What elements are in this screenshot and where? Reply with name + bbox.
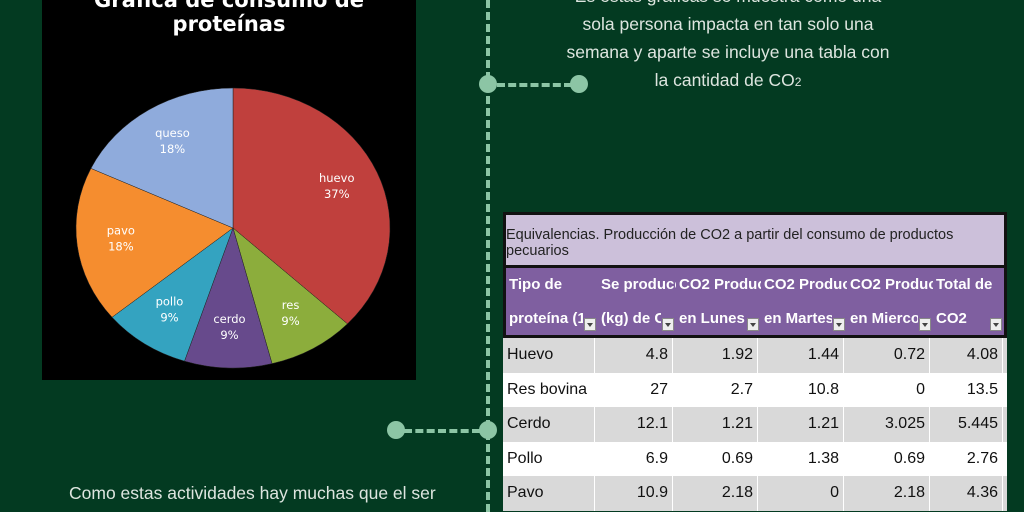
bottom-text: Como estas actividades hay muchas que el… (69, 483, 436, 503)
slice-label: cerdo (213, 312, 245, 326)
table-cell: 4.08 (930, 338, 1003, 373)
pie-svg: huevo 37% res 9% cerdo 9% pollo 9% pavo 18% queso 1… (75, 87, 391, 369)
text-line: Es estas gráficas se muestra como una (548, 0, 908, 10)
pie-slice-pollo (111, 227, 234, 362)
subscript: 2 (794, 75, 802, 89)
table-cell: 1.38 (758, 441, 844, 476)
table-cell: 13.5 (930, 372, 1003, 407)
co2-table: Equivalencias. Producción de CO2 a parti… (503, 212, 1007, 511)
table-cell: 1.44 (758, 338, 844, 373)
table-cell: 2.76 (930, 441, 1003, 476)
table-cell: 4.36 (930, 476, 1003, 511)
filter-dropdown-icon[interactable] (919, 318, 931, 331)
table-row: Cerdo 12.1 1.21 1.21 3.025 5.445 (503, 407, 1007, 442)
header-line: CO2 (936, 310, 967, 327)
connector-line (497, 83, 572, 87)
pie-slice-huevo (232, 87, 391, 325)
table-body: Huevo 4.8 1.92 1.44 0.72 4.08 Res bovina 27 2.7 1… (503, 338, 1007, 511)
filter-dropdown-icon[interactable] (990, 318, 1002, 331)
pie-slice-pavo (75, 168, 234, 318)
filter-dropdown-icon[interactable] (833, 318, 845, 331)
timeline-dot (479, 421, 497, 439)
header-line: CO2 Producido (679, 276, 761, 293)
slice-label: 18% (108, 240, 134, 254)
table-cell: 0.72 (844, 338, 930, 373)
column-header: CO2 Producido en Martes (761, 268, 847, 335)
column-header: CO2 Producido en Miercoles (847, 268, 933, 335)
header-line: Tipo de (509, 276, 563, 293)
table-cell: 10.9 (595, 476, 673, 511)
connector-dot (570, 75, 588, 93)
table-cell: 1.92 (673, 338, 758, 373)
table-row: Huevo 4.8 1.92 1.44 0.72 4.08 (503, 338, 1007, 373)
timeline-dot (479, 75, 497, 93)
chart-title: Gráfica de consumo de proteínas (93, 0, 365, 36)
table-cell: 3.025 (844, 407, 930, 442)
connector-dot (387, 421, 405, 439)
slice-label: pavo (107, 224, 135, 238)
header-line: Se producen (601, 276, 676, 293)
column-header: Tipo de proteína (1 kg) (506, 268, 598, 335)
header-line: en Martes (764, 310, 832, 327)
table-row: Res bovina 27 2.7 10.8 0 13.5 (503, 372, 1007, 407)
slice-label: 9% (160, 310, 178, 324)
filter-dropdown-icon[interactable] (662, 318, 674, 331)
slice-label: 9% (220, 328, 238, 342)
table-cell: Res bovina (503, 372, 595, 407)
pie-slice-res (232, 227, 348, 364)
table-header: Tipo de proteína (1 kg) Se producen (kg) de… (503, 268, 1007, 338)
table-cell: 2.18 (844, 476, 930, 511)
text-line: semana y aparte se incluye una tabla con (566, 42, 890, 62)
slice-label: 18% (160, 142, 186, 156)
header-line: en Miercoles (850, 310, 918, 327)
table-cell: Pollo (503, 441, 595, 476)
table-cell: 10.8 (758, 372, 844, 407)
header-line: (kg) de CO2 (601, 310, 661, 327)
slice-label: pollo (156, 294, 184, 308)
description-text: Es estas gráficas se muestra como una so… (548, 0, 908, 96)
table-cell: 4.8 (595, 338, 673, 373)
column-header: CO2 Producido en Lunes (676, 268, 761, 335)
table-cell: Cerdo (503, 407, 595, 442)
table-cell: 27 (595, 372, 673, 407)
slice-label: huevo (319, 171, 355, 185)
table-title: Equivalencias. Producción de CO2 a parti… (503, 212, 1007, 268)
timeline-line (486, 0, 490, 512)
slice-label: 9% (281, 314, 299, 328)
pie-chart: huevo 37% res 9% cerdo 9% pollo 9% pavo 18% queso 1… (42, 0, 416, 380)
text-line: la cantidad de CO2 (548, 66, 908, 96)
slice-label: res (282, 298, 300, 312)
pie-slice-cerdo (184, 227, 273, 369)
table-cell: Pavo (503, 476, 595, 511)
table-cell: 0.69 (844, 441, 930, 476)
filter-dropdown-icon[interactable] (584, 318, 596, 331)
table-cell: 0 (758, 476, 844, 511)
text-span: la cantidad de CO (654, 70, 795, 90)
table-cell: 0.69 (673, 441, 758, 476)
table-cell: 5.445 (930, 407, 1003, 442)
table-cell: 1.21 (758, 407, 844, 442)
table-cell: 0 (844, 372, 930, 407)
connector-line (404, 429, 480, 433)
table-cell: Huevo (503, 338, 595, 373)
column-header: Se producen (kg) de CO2 (598, 268, 676, 335)
table-row: Pollo 6.9 0.69 1.38 0.69 2.76 (503, 441, 1007, 476)
table-cell: 6.9 (595, 441, 673, 476)
table-cell: 1.21 (673, 407, 758, 442)
slice-label: 37% (324, 187, 350, 201)
header-line: Total de (936, 276, 993, 293)
table-row: Pavo 10.9 2.18 0 2.18 4.36 (503, 476, 1007, 511)
slice-label: queso (155, 126, 190, 140)
table-cell: 2.7 (673, 372, 758, 407)
filter-dropdown-icon[interactable] (747, 318, 759, 331)
header-line: en Lunes (679, 310, 745, 327)
header-line: CO2 Producido (850, 276, 933, 293)
column-header: Total de CO2 (933, 268, 1004, 335)
header-line: CO2 Producido (764, 276, 847, 293)
text-line: sola persona impacta en tan solo una (582, 14, 874, 34)
table-cell: 12.1 (595, 407, 673, 442)
table-cell: 2.18 (673, 476, 758, 511)
pie-slice-queso (90, 87, 234, 229)
header-line: proteína (1 kg) (509, 310, 583, 327)
